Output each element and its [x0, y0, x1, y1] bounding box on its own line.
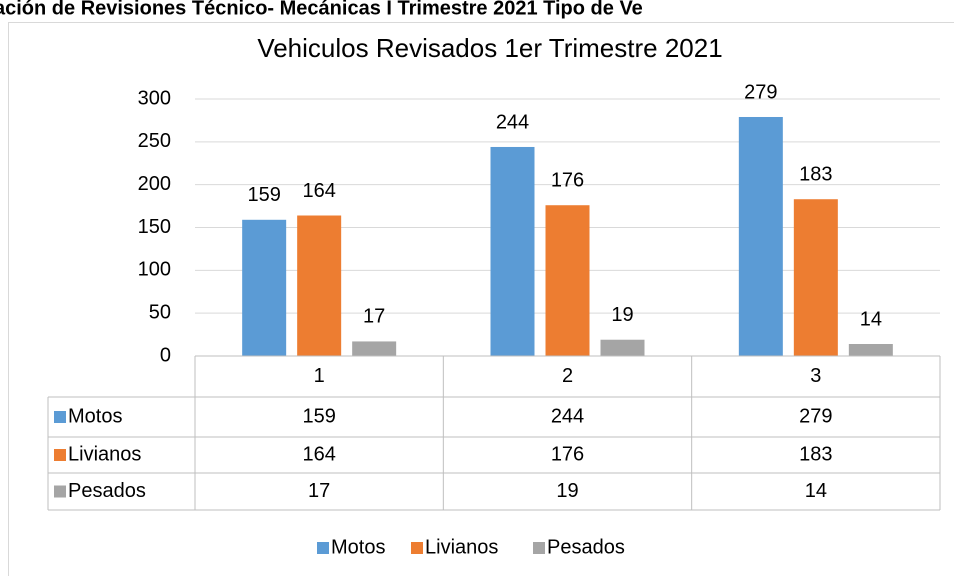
- y-tick-label: 0: [160, 344, 171, 366]
- data-label: 19: [611, 304, 633, 326]
- bar: [546, 205, 590, 356]
- table-legend-key: [54, 486, 66, 498]
- y-tick-label: 200: [138, 173, 171, 195]
- table-cell: 14: [805, 480, 827, 502]
- table-cell: 279: [799, 405, 832, 427]
- table-row-label: Motos: [68, 405, 122, 427]
- legend-key: [533, 542, 545, 554]
- bar: [739, 117, 783, 356]
- legend-label: Livianos: [425, 536, 498, 558]
- table-legend-key: [54, 449, 66, 461]
- table-cell: 17: [308, 480, 330, 502]
- table-cell: 164: [302, 443, 335, 465]
- data-label: 14: [860, 308, 882, 330]
- bar: [849, 344, 893, 356]
- table-cell: 183: [799, 443, 832, 465]
- legend-key: [411, 542, 423, 554]
- legend-label: Pesados: [547, 536, 625, 558]
- data-label: 176: [551, 170, 584, 192]
- table-row-label: Livianos: [68, 443, 141, 465]
- data-label: 183: [799, 164, 832, 186]
- y-tick-label: 150: [138, 216, 171, 238]
- data-label: 164: [302, 180, 335, 202]
- x-tick-label: 3: [810, 365, 821, 387]
- bar: [352, 341, 396, 356]
- table-legend-key: [54, 411, 66, 423]
- bar: [297, 216, 341, 356]
- data-label: 159: [247, 184, 280, 206]
- bar: [794, 199, 838, 356]
- legend-label: Motos: [331, 536, 385, 558]
- chart-title: Vehiculos Revisados 1er Trimestre 2021: [257, 33, 722, 63]
- table-cell: 159: [302, 405, 335, 427]
- x-tick-label: 2: [562, 365, 573, 387]
- data-label: 244: [496, 111, 529, 133]
- table-cell: 176: [551, 443, 584, 465]
- y-tick-label: 250: [138, 130, 171, 152]
- table-row-label: Pesados: [68, 480, 146, 502]
- table-cell: 19: [556, 480, 578, 502]
- page-heading: ación de Revisiones Técnico- Mecánicas I…: [0, 0, 643, 19]
- y-tick-label: 50: [149, 301, 171, 323]
- data-label: 279: [744, 81, 777, 103]
- x-tick-label: 1: [314, 365, 325, 387]
- y-tick-label: 300: [138, 87, 171, 109]
- legend-key: [317, 542, 329, 554]
- bar: [491, 147, 535, 356]
- table-cell: 244: [551, 405, 584, 427]
- data-label: 17: [363, 306, 385, 328]
- y-tick-label: 100: [138, 259, 171, 281]
- bar: [601, 340, 645, 356]
- bar: [242, 220, 286, 356]
